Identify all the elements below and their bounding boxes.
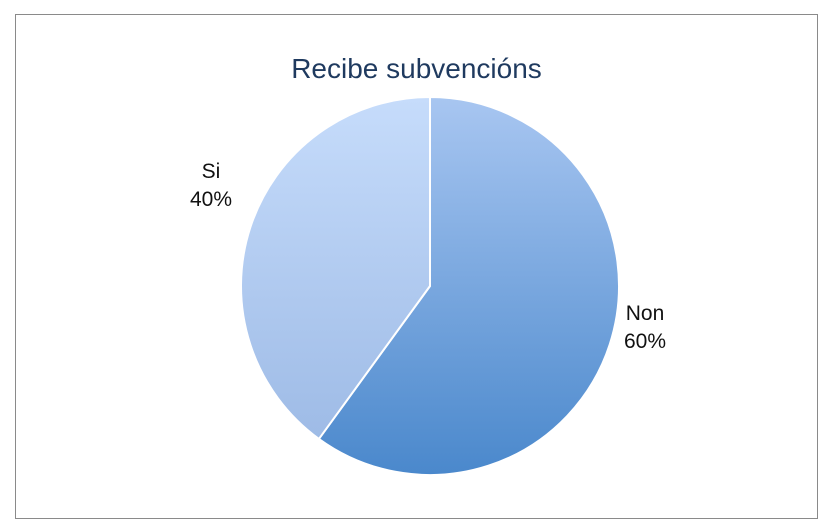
data-label-non-percent: 60%	[624, 330, 667, 353]
pie-slice-non	[317, 95, 620, 476]
pie-slice-si	[240, 95, 431, 441]
data-label-si: Si 40%	[190, 158, 232, 214]
data-label-si-category: Si	[201, 160, 221, 183]
data-label-non: Non 60%	[624, 300, 666, 356]
chart-title: Recibe subvencións	[291, 53, 542, 84]
data-label-si-percent: 40%	[190, 188, 233, 211]
data-label-non-category: Non	[625, 302, 665, 325]
